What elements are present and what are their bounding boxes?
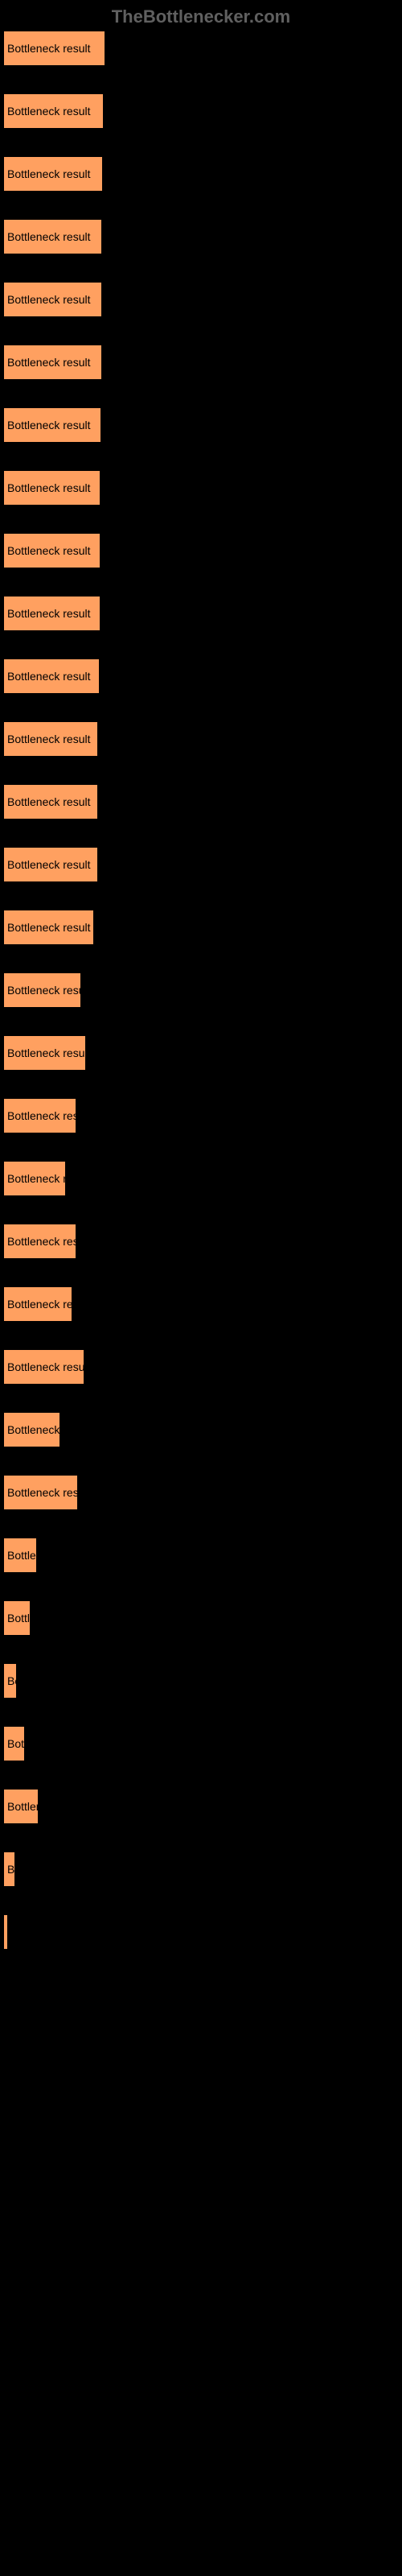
bar-label: Bottleneck result <box>7 230 91 243</box>
bar-row: Bottleneck result <box>3 658 399 694</box>
bar-row: Bottleneck result <box>3 1098 399 1133</box>
bar-label: Bottleneck result <box>7 105 91 118</box>
bar-row: Bottleneck result <box>3 1789 399 1824</box>
bar-row: Bottleneck result <box>3 1475 399 1510</box>
bar: Bottleneck result <box>3 1914 8 1950</box>
bar-label: Bottleneck result <box>7 1486 78 1499</box>
bar: Bottleneck result <box>3 1538 37 1573</box>
bar-row: Bottleneck result <box>3 1035 399 1071</box>
bar-row: Bottleneck result <box>3 972 399 1008</box>
bar-label: Bottleneck result <box>7 1298 72 1311</box>
bar-row: Bottleneck result <box>3 910 399 945</box>
bar-label: Bottleneck result <box>7 1109 76 1122</box>
bar: Bottleneck result <box>3 1161 66 1196</box>
bar: Bottleneck result <box>3 1726 25 1761</box>
bar-row: Bottleneck result <box>3 1663 399 1699</box>
bar-label: Bottleneck result <box>7 1172 66 1185</box>
bar-row: Bottleneck result <box>3 1286 399 1322</box>
bar-label: Bottleneck result <box>7 356 91 369</box>
bar: Bottleneck result <box>3 407 101 443</box>
bar-row: Bottleneck result <box>3 1412 399 1447</box>
bar-row: Bottleneck result <box>3 1538 399 1573</box>
bar-row: Bottleneck result <box>3 470 399 506</box>
bar-label: Bottleneck result <box>7 1423 60 1436</box>
bar: Bottleneck result <box>3 1412 60 1447</box>
bar-row: Bottleneck result <box>3 156 399 192</box>
bar-row: Bottleneck result <box>3 407 399 443</box>
bar-label: Bottleneck result <box>7 1612 31 1624</box>
bar: Bottleneck result <box>3 533 100 568</box>
bar: Bottleneck result <box>3 219 102 254</box>
bar: Bottleneck result <box>3 470 100 506</box>
bar-label: Bottleneck result <box>7 858 91 871</box>
bar-label: Bottleneck result <box>7 293 91 306</box>
bar-label: Bottleneck result <box>7 544 91 557</box>
bar-label: Bottleneck result <box>7 1046 86 1059</box>
bar-label: Bottleneck result <box>7 1800 39 1813</box>
bar-label: Bottleneck result <box>7 984 81 997</box>
bar-row: Bottleneck result <box>3 1224 399 1259</box>
bar: Bottleneck result <box>3 1600 31 1636</box>
bar: Bottleneck result <box>3 1035 86 1071</box>
bar: Bottleneck result <box>3 1475 78 1510</box>
bar-label: Bottleneck result <box>7 670 91 683</box>
bar: Bottleneck result <box>3 1286 72 1322</box>
bar-row: Bottleneck result <box>3 1161 399 1196</box>
bar: Bottleneck result <box>3 1349 84 1385</box>
bar-row: Bottleneck result <box>3 345 399 380</box>
bar-label: Bottleneck result <box>7 42 91 55</box>
bar-row: Bottleneck result <box>3 1349 399 1385</box>
bar-label: Bottleneck result <box>7 921 91 934</box>
watermark-text: TheBottlenecker.com <box>0 0 402 31</box>
bar: Bottleneck result <box>3 784 98 819</box>
bar-row: Bottleneck result <box>3 93 399 129</box>
bar-label: Bottleneck result <box>7 607 91 620</box>
bar-label: Bottleneck result <box>7 733 91 745</box>
bar-row: Bottleneck result <box>3 533 399 568</box>
bar: Bottleneck result <box>3 1098 76 1133</box>
bar: Bottleneck result <box>3 1224 76 1259</box>
bar: Bottleneck result <box>3 596 100 631</box>
bar-row: Bottleneck result <box>3 596 399 631</box>
bar-label: Bottleneck result <box>7 1674 17 1687</box>
bar-label: Bottleneck result <box>7 1737 25 1750</box>
bar-row: Bottleneck result <box>3 1914 399 1950</box>
bar: Bottleneck result <box>3 93 104 129</box>
bar: Bottleneck result <box>3 910 94 945</box>
bar: Bottleneck result <box>3 156 103 192</box>
bottleneck-bar-chart: Bottleneck result Bottleneck result Bottle… <box>0 31 402 2420</box>
bar: Bottleneck result <box>3 31 105 66</box>
bar: Bottleneck result <box>3 658 100 694</box>
bar-row: Bottleneck result <box>3 1600 399 1636</box>
bar-label: Bottleneck result <box>7 1360 84 1373</box>
bar: Bottleneck result <box>3 847 98 882</box>
bar-label: Bottleneck result <box>7 1926 8 1938</box>
bar-row: Bottleneck result <box>3 847 399 882</box>
bar: Bottleneck result <box>3 972 81 1008</box>
bar-row: Bottleneck result <box>3 721 399 757</box>
bar-row: Bottleneck result <box>3 1726 399 1761</box>
bar-label: Bottleneck result <box>7 795 91 808</box>
bar-row: Bottleneck result <box>3 784 399 819</box>
bar-label: Bottleneck result <box>7 1549 37 1562</box>
bar-row: Bottleneck result <box>3 282 399 317</box>
bar-label: Bottleneck result <box>7 1235 76 1248</box>
bar-row: Bottleneck result <box>3 219 399 254</box>
bar-label: Bottleneck result <box>7 167 91 180</box>
bar: Bottleneck result <box>3 345 102 380</box>
chart-bottom-spacer <box>3 1977 399 2420</box>
bar: Bottleneck result <box>3 1852 15 1887</box>
bar-row: Bottleneck result <box>3 1852 399 1887</box>
bar-label: Bottleneck result <box>7 1863 15 1876</box>
bar: Bottleneck result <box>3 721 98 757</box>
bar-row: Bottleneck result <box>3 31 399 66</box>
bar-label: Bottleneck result <box>7 481 91 494</box>
bar-label: Bottleneck result <box>7 419 91 431</box>
bar: Bottleneck result <box>3 282 102 317</box>
bar: Bottleneck result <box>3 1663 17 1699</box>
bar: Bottleneck result <box>3 1789 39 1824</box>
